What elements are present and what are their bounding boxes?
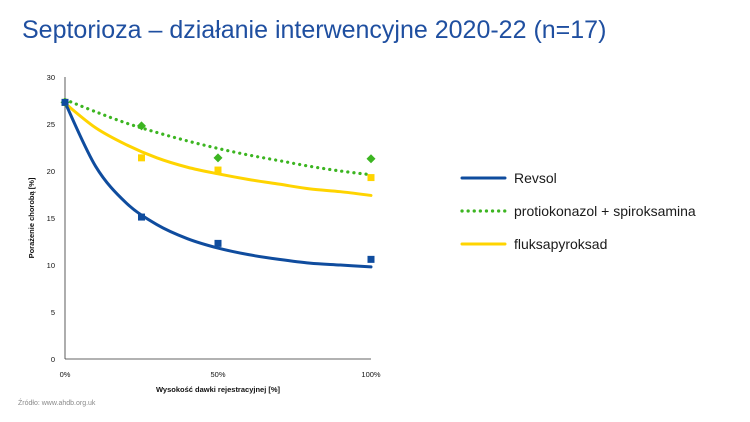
fit-line-1 — [63, 100, 373, 269]
chart-axes: 0 5 10 15 20 25 30 0% 50% 100% Wysokość dawki reje… — [27, 73, 381, 394]
y-tick-label: 25 — [47, 120, 55, 129]
data-point-square — [214, 166, 222, 174]
y-tick-label: 10 — [47, 261, 55, 270]
data-point-square — [61, 98, 69, 106]
data-point-square — [214, 239, 222, 247]
y-axis-title: Porażenie chorobą [%] — [27, 177, 36, 258]
data-markers — [60, 97, 376, 263]
x-tick-label: 100% — [361, 370, 381, 379]
chart-legend: Revsol protiokonazol + spiroksamina fluksa… — [460, 170, 696, 252]
data-point-diamond — [213, 153, 223, 163]
x-tick-label: 50% — [210, 370, 225, 379]
legend-label: Revsol — [514, 170, 557, 186]
y-tick-label: 0 — [51, 355, 55, 364]
slide-title: Septorioza – działanie interwencyjne 202… — [22, 16, 607, 44]
fit-line-2 — [63, 97, 373, 177]
data-point-square — [138, 154, 145, 162]
y-tick-label: 30 — [47, 73, 55, 82]
data-point-square — [367, 255, 375, 263]
y-tick-label: 5 — [51, 308, 55, 317]
source-note: Źródło: www.ahdb.org.uk — [18, 400, 96, 407]
data-point-diamond — [137, 121, 146, 131]
y-tick-label: 15 — [47, 214, 55, 223]
x-axis-title: Wysokość dawki rejestracyjnej [%] — [156, 385, 281, 394]
x-tick-label: 0% — [60, 370, 71, 379]
y-tick-label: 20 — [47, 167, 55, 176]
legend-label: protiokonazol + spiroksamina — [514, 203, 696, 219]
fit-line-3 — [63, 101, 373, 197]
data-point-square — [367, 174, 375, 182]
data-point-diamond — [366, 154, 376, 164]
fit-lines — [63, 97, 373, 269]
legend-label: fluksapyroksad — [514, 236, 607, 252]
data-point-square — [138, 213, 145, 221]
